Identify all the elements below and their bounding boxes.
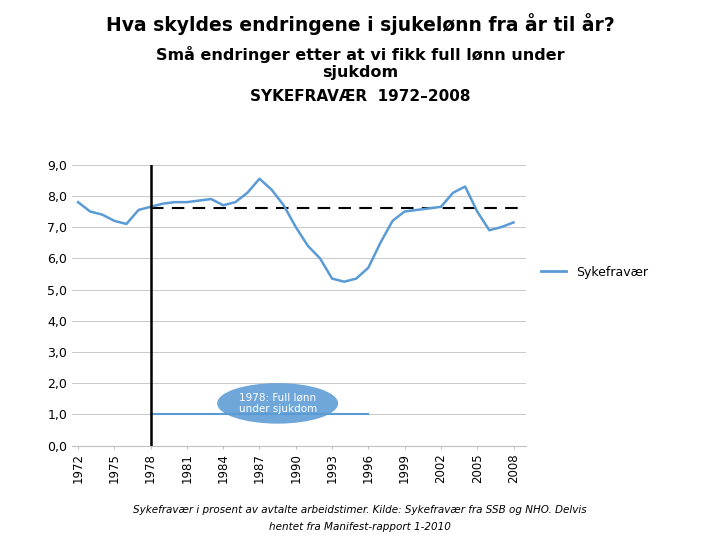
Text: Sykefravær i prosent av avtalte arbeidstimer. Kilde: Sykefravær fra SSB og NHO. : Sykefravær i prosent av avtalte arbeidst… xyxy=(133,505,587,515)
Sykefravær xyxy=(292,224,300,231)
Text: 1978: Full lønn
under sjukdom: 1978: Full lønn under sjukdom xyxy=(238,393,317,414)
Sykefravær xyxy=(279,202,288,208)
Line: Sykefravær: Sykefravær xyxy=(78,179,513,282)
Sykefravær xyxy=(231,199,240,205)
Legend: Sykefravær: Sykefravær xyxy=(536,261,653,284)
Ellipse shape xyxy=(217,383,338,424)
Sykefravær xyxy=(255,176,264,182)
Sykefravær xyxy=(461,183,469,190)
Sykefravær xyxy=(194,197,203,204)
Sykefravær xyxy=(243,190,252,196)
Sykefravær xyxy=(509,219,518,226)
Sykefravær xyxy=(376,239,384,246)
Sykefravær xyxy=(171,199,179,205)
Sykefravær xyxy=(400,208,409,215)
Sykefravær xyxy=(485,227,494,233)
Sykefravær xyxy=(352,275,361,282)
Sykefravær xyxy=(388,218,397,224)
Sykefravær xyxy=(86,208,94,215)
Sykefravær xyxy=(73,199,82,205)
Sykefravær xyxy=(413,207,421,213)
Sykefravær xyxy=(328,275,336,282)
Text: hentet fra Manifest-rapport 1-2010: hentet fra Manifest-rapport 1-2010 xyxy=(269,522,451,532)
Sykefravær xyxy=(98,211,107,218)
Sykefravær xyxy=(134,207,143,213)
Sykefravær xyxy=(183,199,192,205)
Sykefravær xyxy=(473,208,482,215)
Sykefravær xyxy=(315,255,324,261)
Sykefravær xyxy=(219,202,228,208)
Sykefravær xyxy=(449,190,457,196)
Sykefravær xyxy=(425,205,433,212)
Sykefravær xyxy=(267,186,276,193)
Text: Små endringer etter at vi fikk full lønn under
sjukdom: Små endringer etter at vi fikk full lønn… xyxy=(156,46,564,80)
Text: Hva skyldes endringene i sjukelønn fra år til år?: Hva skyldes endringene i sjukelønn fra å… xyxy=(106,14,614,36)
Sykefravær xyxy=(304,242,312,249)
Sykefravær xyxy=(364,265,373,271)
Sykefravær xyxy=(340,279,348,285)
Sykefravær xyxy=(158,200,167,207)
Sykefravær xyxy=(207,196,215,202)
Sykefravær xyxy=(122,221,131,227)
Sykefravær xyxy=(110,218,119,224)
Sykefravær xyxy=(146,204,155,210)
Sykefravær xyxy=(497,224,505,231)
Sykefravær xyxy=(436,204,445,210)
Text: SYKEFRAVÆR  1972–2008: SYKEFRAVÆR 1972–2008 xyxy=(250,89,470,104)
